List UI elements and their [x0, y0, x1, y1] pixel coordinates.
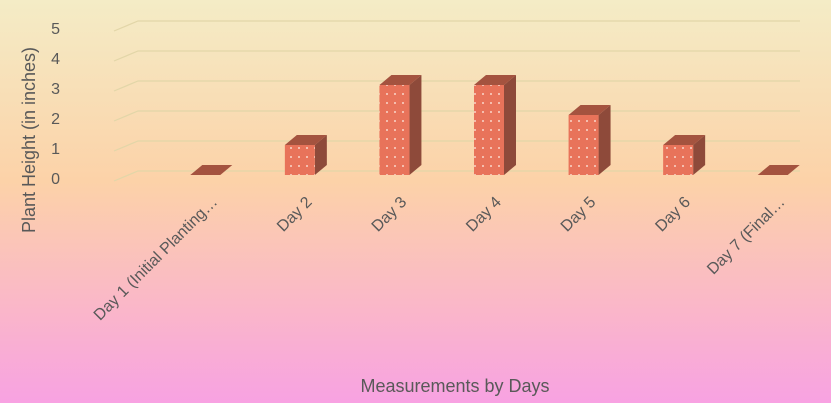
grid-line	[113, 50, 800, 62]
bar-top	[663, 135, 706, 145]
bar-top	[757, 165, 800, 175]
bar-top	[474, 75, 516, 85]
bar-top	[284, 135, 327, 145]
x-axis-title: Measurements by Days	[360, 376, 549, 396]
bar-top	[190, 165, 233, 175]
bar-side	[504, 75, 516, 175]
bar	[474, 85, 504, 175]
y-tick-label: 5	[51, 21, 60, 38]
bar	[284, 145, 315, 175]
y-axis-title: Plant Height (in inches)	[19, 47, 39, 233]
bar	[568, 115, 599, 175]
bar	[663, 145, 694, 175]
y-tick-label: 4	[51, 51, 60, 68]
y-tick-label: 1	[51, 141, 60, 158]
bar-side	[409, 75, 422, 175]
grid-line	[113, 80, 800, 92]
bar-side	[314, 135, 327, 175]
bar	[379, 85, 410, 175]
grid-line	[113, 20, 800, 32]
bar-top	[379, 75, 422, 85]
bar-side	[693, 135, 706, 175]
y-tick-label: 3	[51, 81, 60, 98]
y-tick-label: 0	[51, 171, 60, 188]
bar-top	[568, 105, 611, 115]
bar-side	[598, 105, 611, 175]
y-tick-label: 2	[51, 111, 60, 128]
